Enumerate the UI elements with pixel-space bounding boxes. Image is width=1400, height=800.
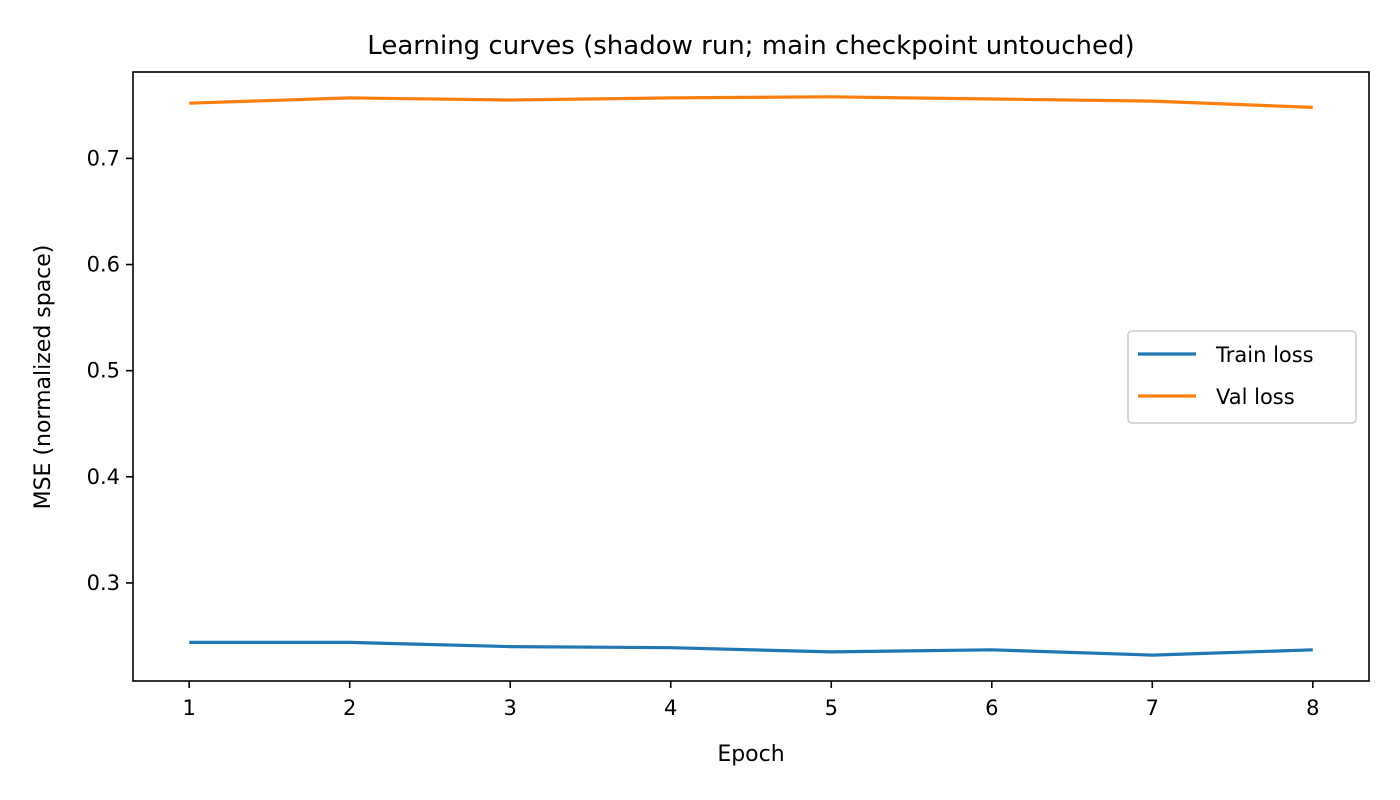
legend-label-train-loss: Train loss	[1215, 343, 1314, 367]
x-axis-label: Epoch	[717, 742, 784, 767]
chart-title: Learning curves (shadow run; main checkp…	[367, 31, 1134, 61]
x-tick-label: 8	[1306, 696, 1319, 720]
x-tick-label: 3	[504, 696, 517, 720]
y-axis-label: MSE (normalized space)	[31, 245, 56, 510]
series-line-train-loss	[189, 640, 1313, 657]
x-tick-label: 4	[664, 696, 677, 720]
x-tick-label: 7	[1146, 696, 1159, 720]
legend: Train loss Val loss	[1127, 330, 1357, 424]
series-layer	[189, 95, 1313, 657]
plot-frame	[132, 71, 1370, 682]
x-tick-label: 2	[343, 696, 356, 720]
y-tick-label: 0.4	[87, 465, 120, 489]
series-line-val-loss	[189, 95, 1313, 109]
legend-label-val-loss: Val loss	[1216, 385, 1295, 409]
y-tick-label: 0.3	[87, 571, 120, 595]
y-tick-label: 0.6	[87, 253, 120, 277]
x-axis: 1 2 3 4 5 6 7 8	[182, 681, 1320, 720]
y-tick-label: 0.7	[87, 146, 120, 170]
x-tick-label: 6	[985, 696, 998, 720]
y-axis: 0.3 0.4 0.5 0.6 0.7	[87, 146, 133, 595]
x-tick-label: 1	[182, 696, 195, 720]
y-tick-label: 0.5	[87, 359, 120, 383]
x-tick-label: 5	[825, 696, 838, 720]
